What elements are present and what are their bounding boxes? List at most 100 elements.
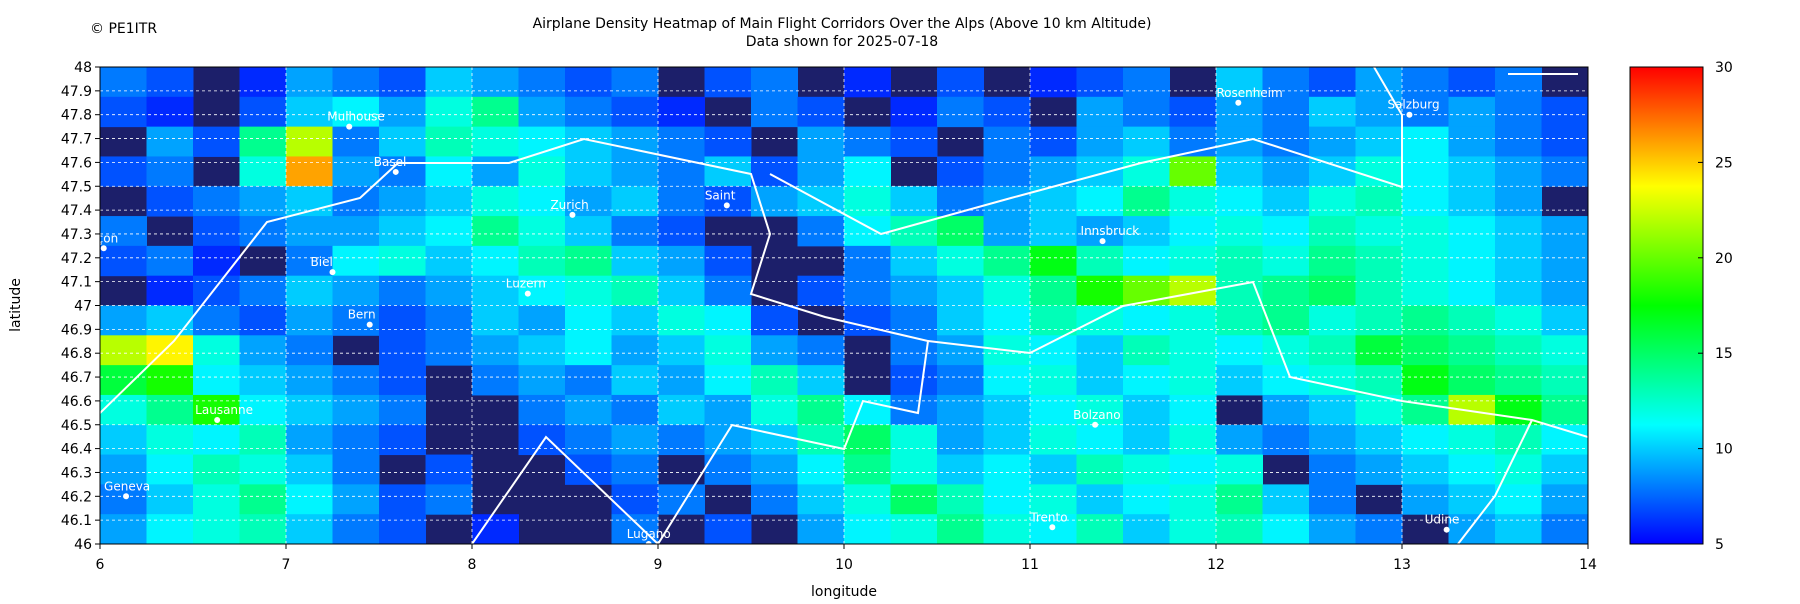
heat-cell — [1262, 186, 1310, 217]
y-tick-label: 46.4 — [61, 442, 92, 458]
heat-cell — [1541, 156, 1588, 187]
heat-cell — [1495, 96, 1542, 128]
heat-cell — [1495, 424, 1542, 456]
heat-cell — [1309, 365, 1356, 396]
heat-cell — [1402, 126, 1449, 157]
heat-cell — [332, 275, 380, 306]
heat-cell — [1030, 424, 1077, 456]
heat-cell — [1355, 335, 1403, 366]
heat-cell — [239, 454, 287, 485]
heat-cell — [1495, 245, 1542, 277]
city-dot — [100, 245, 107, 252]
heat-cell — [472, 245, 519, 277]
heat-cell — [1495, 275, 1542, 306]
heat-cell — [518, 365, 566, 396]
y-tick-label: 46.7 — [61, 370, 92, 386]
heat-cell — [565, 365, 612, 396]
heat-cell — [1355, 305, 1403, 336]
heat-cell — [472, 365, 519, 396]
heat-cell — [379, 156, 426, 187]
heat-cell — [1402, 365, 1449, 396]
heat-cell — [379, 67, 426, 98]
heat-cell — [797, 96, 845, 128]
city-dot — [123, 493, 130, 500]
heat-cell — [1169, 186, 1217, 217]
heat-cell — [1262, 394, 1310, 426]
heat-cell — [611, 216, 659, 247]
heat-cell — [1262, 514, 1310, 544]
heat-cell — [239, 305, 287, 336]
heat-cell — [100, 454, 147, 485]
heat-cell — [937, 484, 984, 515]
heat-cell — [1541, 394, 1588, 426]
heat-cell — [286, 305, 333, 336]
heat-cell — [1076, 335, 1124, 366]
y-tick-label: 47.7 — [61, 132, 92, 148]
heat-cell — [239, 365, 287, 396]
heat-cell — [1216, 335, 1263, 366]
chart-title: Airplane Density Heatmap of Main Flight … — [533, 16, 1152, 32]
x-tick-label: 10 — [835, 557, 853, 573]
heat-cell — [751, 156, 798, 187]
heat-cell — [1402, 484, 1449, 515]
heat-cell — [1169, 365, 1217, 396]
heat-cell — [1076, 484, 1124, 515]
heat-cell — [658, 365, 705, 396]
heat-cell — [890, 96, 938, 128]
heat-cell — [1448, 514, 1496, 544]
heat-cell — [425, 156, 473, 187]
heat-cell — [751, 394, 798, 426]
heat-cell — [239, 424, 287, 456]
heat-cell — [1495, 126, 1542, 157]
heat-cell — [1262, 245, 1310, 277]
heat-cell — [239, 96, 287, 128]
heat-cell — [704, 156, 752, 187]
heat-cell — [844, 126, 891, 157]
heat-cell — [425, 126, 473, 157]
heat-cell — [425, 216, 473, 247]
heat-cell — [611, 126, 659, 157]
heat-cell — [983, 216, 1031, 247]
x-tick-label: 6 — [96, 557, 105, 573]
heat-cell — [100, 484, 147, 515]
heat-cell — [1402, 186, 1449, 217]
heat-cell — [1123, 424, 1170, 456]
heat-cell — [1169, 305, 1217, 336]
heat-cell — [751, 424, 798, 456]
city-dot — [366, 321, 373, 328]
heat-cell — [518, 156, 566, 187]
heat-cell — [983, 365, 1031, 396]
heat-cell — [1169, 335, 1217, 366]
heat-cell — [100, 335, 147, 366]
heat-cell — [751, 186, 798, 217]
heat-cell — [239, 126, 287, 157]
heat-cell — [146, 305, 194, 336]
heat-cell — [518, 67, 566, 98]
heat-cell — [239, 156, 287, 187]
city-label: Saint — [705, 188, 736, 202]
heatmap-cells — [100, 67, 1588, 544]
heat-cell — [797, 275, 845, 306]
y-tick-label: 47.8 — [61, 108, 92, 124]
heat-cell — [704, 514, 752, 544]
heat-cell — [1076, 245, 1124, 277]
heat-cell — [1216, 424, 1263, 456]
heat-cell — [1402, 216, 1449, 247]
heat-cell — [1030, 394, 1077, 426]
heat-cell — [1448, 305, 1496, 336]
heat-cell — [379, 275, 426, 306]
heat-cell — [1076, 126, 1124, 157]
heat-cell — [983, 484, 1031, 515]
heat-cell — [1448, 67, 1496, 98]
heat-cell — [518, 394, 566, 426]
heat-cell — [286, 67, 333, 98]
heat-cell — [286, 335, 333, 366]
heat-cell — [146, 454, 194, 485]
heat-cell — [379, 305, 426, 336]
heat-cell — [565, 156, 612, 187]
heat-cell — [518, 186, 566, 217]
heat-cell — [1402, 394, 1449, 426]
heat-cell — [1309, 514, 1356, 544]
heat-cell — [1169, 156, 1217, 187]
heat-cell — [1123, 245, 1170, 277]
